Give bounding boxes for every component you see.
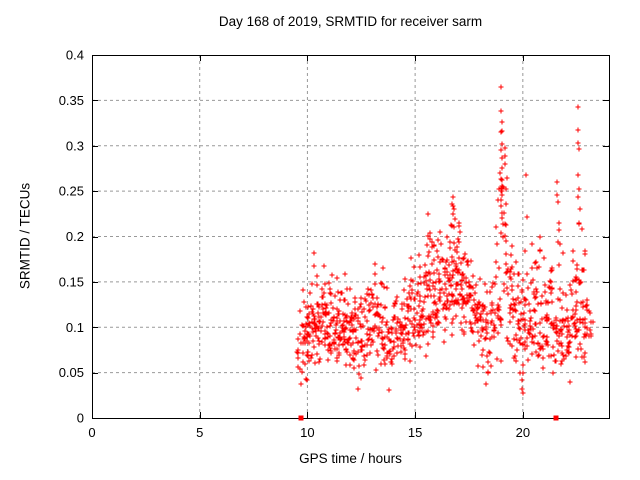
tick-label: 0 xyxy=(88,425,95,440)
tick-label: 0 xyxy=(77,411,84,426)
tick-label: 15 xyxy=(408,425,422,440)
zero-flag-marker xyxy=(298,415,304,421)
x-axis-label: GPS time / hours xyxy=(299,451,402,466)
tick-label: 0.15 xyxy=(59,274,84,289)
tick-label: 0.4 xyxy=(66,48,84,63)
tick-label: 20 xyxy=(516,425,530,440)
tick-label: 5 xyxy=(196,425,203,440)
tick-label: 10 xyxy=(300,425,314,440)
tick-label: 0.25 xyxy=(59,184,84,199)
tick-label: 0.3 xyxy=(66,138,84,153)
tick-label: 0.1 xyxy=(66,320,84,335)
chart-title: Day 168 of 2019, SRMTID for receiver sar… xyxy=(218,14,483,29)
plot-frame xyxy=(92,55,610,419)
grid-lines xyxy=(92,55,609,418)
scatter-points xyxy=(294,84,596,396)
tick-label: 0.05 xyxy=(59,365,84,380)
data-series xyxy=(294,84,596,421)
tick-label: 0.2 xyxy=(66,229,84,244)
tick-labels: 0 5 10 15 20 0 0.05 0.1 0.15 0.2 0.25 0.3 0.35 0.4 xyxy=(59,48,530,441)
tick-label: 0.35 xyxy=(59,93,84,108)
y-axis-label-text: SRMTID / TECUs xyxy=(17,182,33,290)
zero-flag-marker xyxy=(553,415,559,421)
